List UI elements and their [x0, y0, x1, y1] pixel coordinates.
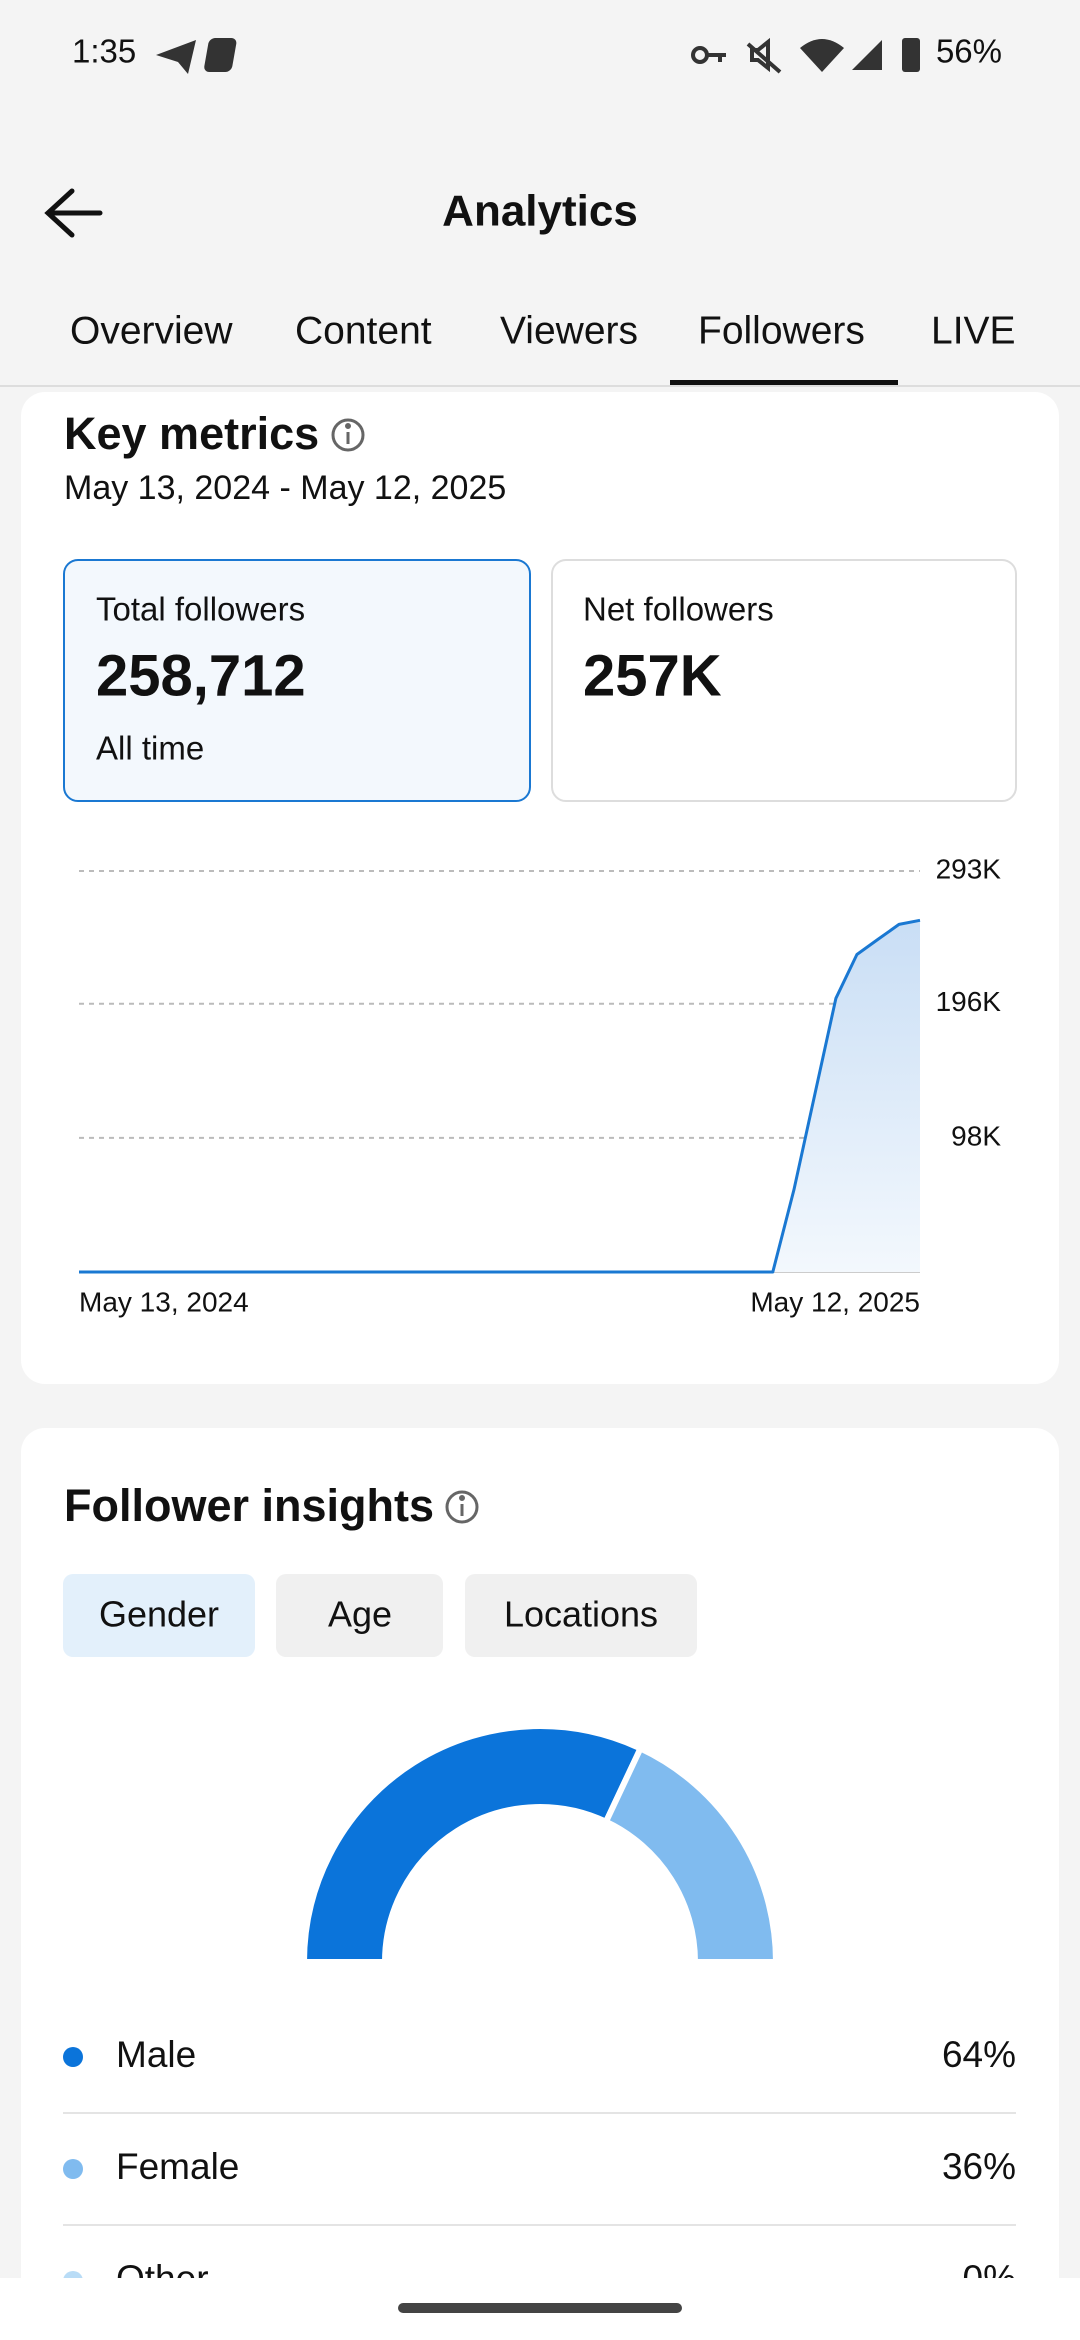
section-title: Key metrics [64, 408, 319, 459]
page-title: Analytics [442, 187, 638, 236]
legend-dot [63, 2047, 83, 2067]
tab-divider [0, 385, 1080, 387]
tab[interactable]: LIVE [931, 309, 1016, 352]
tab[interactable]: Content [295, 309, 432, 352]
y-tick-label: 196K [936, 986, 1002, 1017]
metric-label: Total followers [96, 591, 305, 628]
legend-dot [63, 2159, 83, 2179]
info-icon[interactable] [331, 418, 365, 452]
insights-card [21, 1428, 1059, 2340]
pie-slice [300, 1723, 645, 1965]
filter-label: Age [328, 1594, 392, 1635]
info-icon[interactable] [445, 1490, 479, 1524]
date-range: May 13, 2024 - May 12, 2025 [64, 469, 506, 507]
followers-chart: 98K 196K 293K May 13, 2024 May 12, 2025 [79, 853, 1001, 1317]
signal-icon [852, 40, 882, 70]
legend-label: Male [116, 2034, 196, 2075]
y-tick-label: 293K [936, 853, 1002, 884]
metric-value: 258,712 [96, 643, 306, 708]
battery-icon [902, 38, 920, 72]
tab-underline [670, 380, 898, 385]
nav-layer [0, 2278, 1080, 2340]
tab-bar: Overview Content Viewers Followers LIVE [70, 309, 1016, 352]
metric-card[interactable] [551, 559, 1017, 802]
telegram-icon [156, 40, 196, 74]
metric-note: All time [96, 730, 204, 767]
line [79, 918, 921, 1274]
legend-label: Female [116, 2146, 239, 2187]
y-tick-label: 98K [951, 1120, 1001, 1151]
tab-active[interactable]: Followers [698, 309, 865, 352]
x-tick-label: May 12, 2025 [750, 1286, 920, 1317]
wifi-icon [800, 39, 844, 72]
battery-level: 56% [936, 33, 1002, 70]
metric-label: Net followers [583, 591, 774, 628]
back-button[interactable] [44, 188, 103, 238]
legend-value: 64% [942, 2034, 1016, 2075]
home-indicator [398, 2303, 682, 2313]
filter-label: Gender [99, 1594, 219, 1635]
filter-active[interactable] [63, 1574, 255, 1657]
filter-label: Locations [504, 1594, 658, 1635]
filter[interactable] [276, 1574, 443, 1657]
tab[interactable]: Overview [70, 309, 233, 352]
legend-value: 36% [942, 2146, 1016, 2187]
tab[interactable]: Viewers [500, 309, 638, 352]
section-title: Follower insights [64, 1480, 434, 1531]
filter[interactable] [465, 1574, 697, 1657]
app-icon [204, 38, 237, 72]
x-tick-label: May 13, 2024 [79, 1286, 249, 1317]
metric-card-selected[interactable] [63, 559, 531, 802]
status-time: 1:35 [72, 33, 136, 70]
status-icons [691, 37, 782, 74]
line-area [79, 920, 920, 1272]
metric-value: 257K [583, 643, 722, 708]
